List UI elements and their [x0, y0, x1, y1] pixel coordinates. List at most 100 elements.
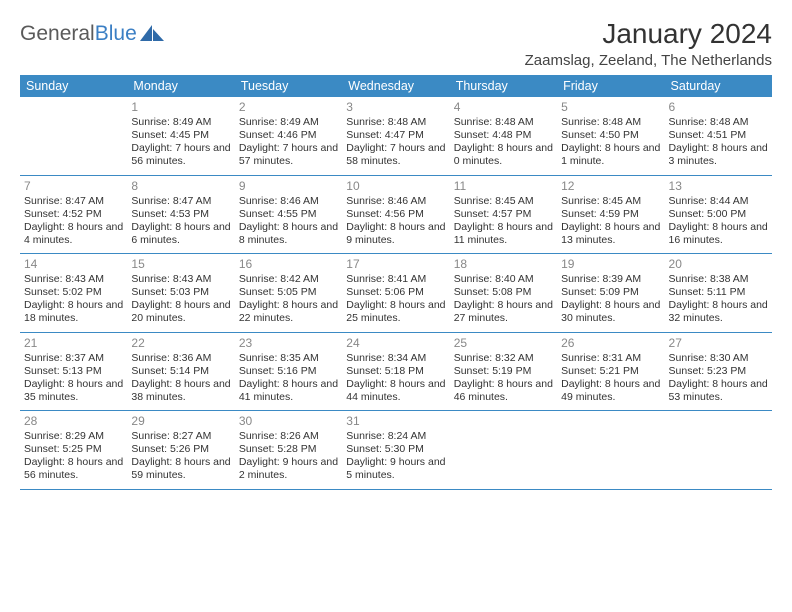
- day-number: 9: [239, 179, 338, 194]
- calendar-cell: 23Sunrise: 8:35 AMSunset: 5:16 PMDayligh…: [235, 332, 342, 411]
- sunrise-line: Sunrise: 8:46 AM: [239, 195, 338, 208]
- daylight-line: Daylight: 7 hours and 56 minutes.: [131, 142, 230, 168]
- calendar-table: SundayMondayTuesdayWednesdayThursdayFrid…: [20, 75, 772, 490]
- day-number: 30: [239, 414, 338, 429]
- sunrise-line: Sunrise: 8:36 AM: [131, 352, 230, 365]
- sunset-line: Sunset: 5:13 PM: [24, 365, 123, 378]
- calendar-cell: 1Sunrise: 8:49 AMSunset: 4:45 PMDaylight…: [127, 97, 234, 175]
- calendar-week-row: 21Sunrise: 8:37 AMSunset: 5:13 PMDayligh…: [20, 332, 772, 411]
- sunrise-line: Sunrise: 8:46 AM: [346, 195, 445, 208]
- day-number: 1: [131, 100, 230, 115]
- sunset-line: Sunset: 4:48 PM: [454, 129, 553, 142]
- daylight-line: Daylight: 9 hours and 5 minutes.: [346, 456, 445, 482]
- daylight-line: Daylight: 8 hours and 13 minutes.: [561, 221, 660, 247]
- day-number: 16: [239, 257, 338, 272]
- location: Zaamslag, Zeeland, The Netherlands: [525, 52, 772, 69]
- day-number: 14: [24, 257, 123, 272]
- sunset-line: Sunset: 4:51 PM: [669, 129, 768, 142]
- day-number: 7: [24, 179, 123, 194]
- calendar-cell: 3Sunrise: 8:48 AMSunset: 4:47 PMDaylight…: [342, 97, 449, 175]
- daylight-line: Daylight: 8 hours and 6 minutes.: [131, 221, 230, 247]
- day-number: 24: [346, 336, 445, 351]
- calendar-cell: 31Sunrise: 8:24 AMSunset: 5:30 PMDayligh…: [342, 411, 449, 490]
- daylight-line: Daylight: 8 hours and 41 minutes.: [239, 378, 338, 404]
- title-block: January 2024 Zaamslag, Zeeland, The Neth…: [525, 18, 772, 69]
- calendar-cell: 11Sunrise: 8:45 AMSunset: 4:57 PMDayligh…: [450, 175, 557, 254]
- calendar-cell: 14Sunrise: 8:43 AMSunset: 5:02 PMDayligh…: [20, 254, 127, 333]
- daylight-line: Daylight: 8 hours and 27 minutes.: [454, 299, 553, 325]
- sunrise-line: Sunrise: 8:35 AM: [239, 352, 338, 365]
- sunrise-line: Sunrise: 8:42 AM: [239, 273, 338, 286]
- sunset-line: Sunset: 5:23 PM: [669, 365, 768, 378]
- sunrise-line: Sunrise: 8:45 AM: [454, 195, 553, 208]
- day-number: 2: [239, 100, 338, 115]
- calendar-cell: 4Sunrise: 8:48 AMSunset: 4:48 PMDaylight…: [450, 97, 557, 175]
- sunset-line: Sunset: 4:55 PM: [239, 208, 338, 221]
- daylight-line: Daylight: 8 hours and 4 minutes.: [24, 221, 123, 247]
- calendar-cell: 27Sunrise: 8:30 AMSunset: 5:23 PMDayligh…: [665, 332, 772, 411]
- page-header: GeneralBlue January 2024 Zaamslag, Zeela…: [20, 18, 772, 69]
- sunset-line: Sunset: 5:16 PM: [239, 365, 338, 378]
- sunset-line: Sunset: 5:08 PM: [454, 286, 553, 299]
- calendar-cell: 19Sunrise: 8:39 AMSunset: 5:09 PMDayligh…: [557, 254, 664, 333]
- sunset-line: Sunset: 5:26 PM: [131, 443, 230, 456]
- calendar-cell: 26Sunrise: 8:31 AMSunset: 5:21 PMDayligh…: [557, 332, 664, 411]
- logo: GeneralBlue: [20, 22, 166, 46]
- day-number: 3: [346, 100, 445, 115]
- calendar-cell: [665, 411, 772, 490]
- calendar-cell: 21Sunrise: 8:37 AMSunset: 5:13 PMDayligh…: [20, 332, 127, 411]
- daylight-line: Daylight: 8 hours and 25 minutes.: [346, 299, 445, 325]
- sunset-line: Sunset: 5:02 PM: [24, 286, 123, 299]
- logo-word1: General: [20, 22, 95, 45]
- sunrise-line: Sunrise: 8:29 AM: [24, 430, 123, 443]
- calendar-cell: 29Sunrise: 8:27 AMSunset: 5:26 PMDayligh…: [127, 411, 234, 490]
- daylight-line: Daylight: 8 hours and 1 minute.: [561, 142, 660, 168]
- calendar-week-row: 14Sunrise: 8:43 AMSunset: 5:02 PMDayligh…: [20, 254, 772, 333]
- day-number: 13: [669, 179, 768, 194]
- day-number: 22: [131, 336, 230, 351]
- sunrise-line: Sunrise: 8:43 AM: [131, 273, 230, 286]
- day-number: 8: [131, 179, 230, 194]
- sunset-line: Sunset: 5:11 PM: [669, 286, 768, 299]
- day-number: 29: [131, 414, 230, 429]
- sunrise-line: Sunrise: 8:43 AM: [24, 273, 123, 286]
- day-number: 11: [454, 179, 553, 194]
- weekday-header: Friday: [557, 75, 664, 97]
- sunset-line: Sunset: 4:46 PM: [239, 129, 338, 142]
- calendar-cell: 2Sunrise: 8:49 AMSunset: 4:46 PMDaylight…: [235, 97, 342, 175]
- sunset-line: Sunset: 4:52 PM: [24, 208, 123, 221]
- sunrise-line: Sunrise: 8:39 AM: [561, 273, 660, 286]
- sunset-line: Sunset: 5:09 PM: [561, 286, 660, 299]
- sunrise-line: Sunrise: 8:48 AM: [454, 116, 553, 129]
- sunset-line: Sunset: 4:45 PM: [131, 129, 230, 142]
- daylight-line: Daylight: 8 hours and 30 minutes.: [561, 299, 660, 325]
- calendar-cell: 12Sunrise: 8:45 AMSunset: 4:59 PMDayligh…: [557, 175, 664, 254]
- day-number: 6: [669, 100, 768, 115]
- calendar-cell: 15Sunrise: 8:43 AMSunset: 5:03 PMDayligh…: [127, 254, 234, 333]
- sunset-line: Sunset: 5:28 PM: [239, 443, 338, 456]
- sunrise-line: Sunrise: 8:40 AM: [454, 273, 553, 286]
- sunrise-line: Sunrise: 8:48 AM: [346, 116, 445, 129]
- daylight-line: Daylight: 8 hours and 53 minutes.: [669, 378, 768, 404]
- daylight-line: Daylight: 9 hours and 2 minutes.: [239, 456, 338, 482]
- weekday-header: Monday: [127, 75, 234, 97]
- daylight-line: Daylight: 7 hours and 57 minutes.: [239, 142, 338, 168]
- sunset-line: Sunset: 4:50 PM: [561, 129, 660, 142]
- calendar-cell: 25Sunrise: 8:32 AMSunset: 5:19 PMDayligh…: [450, 332, 557, 411]
- calendar-cell: 16Sunrise: 8:42 AMSunset: 5:05 PMDayligh…: [235, 254, 342, 333]
- sunset-line: Sunset: 4:59 PM: [561, 208, 660, 221]
- sunset-line: Sunset: 5:03 PM: [131, 286, 230, 299]
- weekday-header: Wednesday: [342, 75, 449, 97]
- calendar-cell: 10Sunrise: 8:46 AMSunset: 4:56 PMDayligh…: [342, 175, 449, 254]
- day-number: 20: [669, 257, 768, 272]
- calendar-cell: 7Sunrise: 8:47 AMSunset: 4:52 PMDaylight…: [20, 175, 127, 254]
- calendar-cell: 8Sunrise: 8:47 AMSunset: 4:53 PMDaylight…: [127, 175, 234, 254]
- sunset-line: Sunset: 5:25 PM: [24, 443, 123, 456]
- daylight-line: Daylight: 8 hours and 11 minutes.: [454, 221, 553, 247]
- daylight-line: Daylight: 8 hours and 59 minutes.: [131, 456, 230, 482]
- calendar-week-row: 1Sunrise: 8:49 AMSunset: 4:45 PMDaylight…: [20, 97, 772, 175]
- weekday-header: Saturday: [665, 75, 772, 97]
- sunset-line: Sunset: 4:57 PM: [454, 208, 553, 221]
- calendar-week-row: 7Sunrise: 8:47 AMSunset: 4:52 PMDaylight…: [20, 175, 772, 254]
- weekday-header: Thursday: [450, 75, 557, 97]
